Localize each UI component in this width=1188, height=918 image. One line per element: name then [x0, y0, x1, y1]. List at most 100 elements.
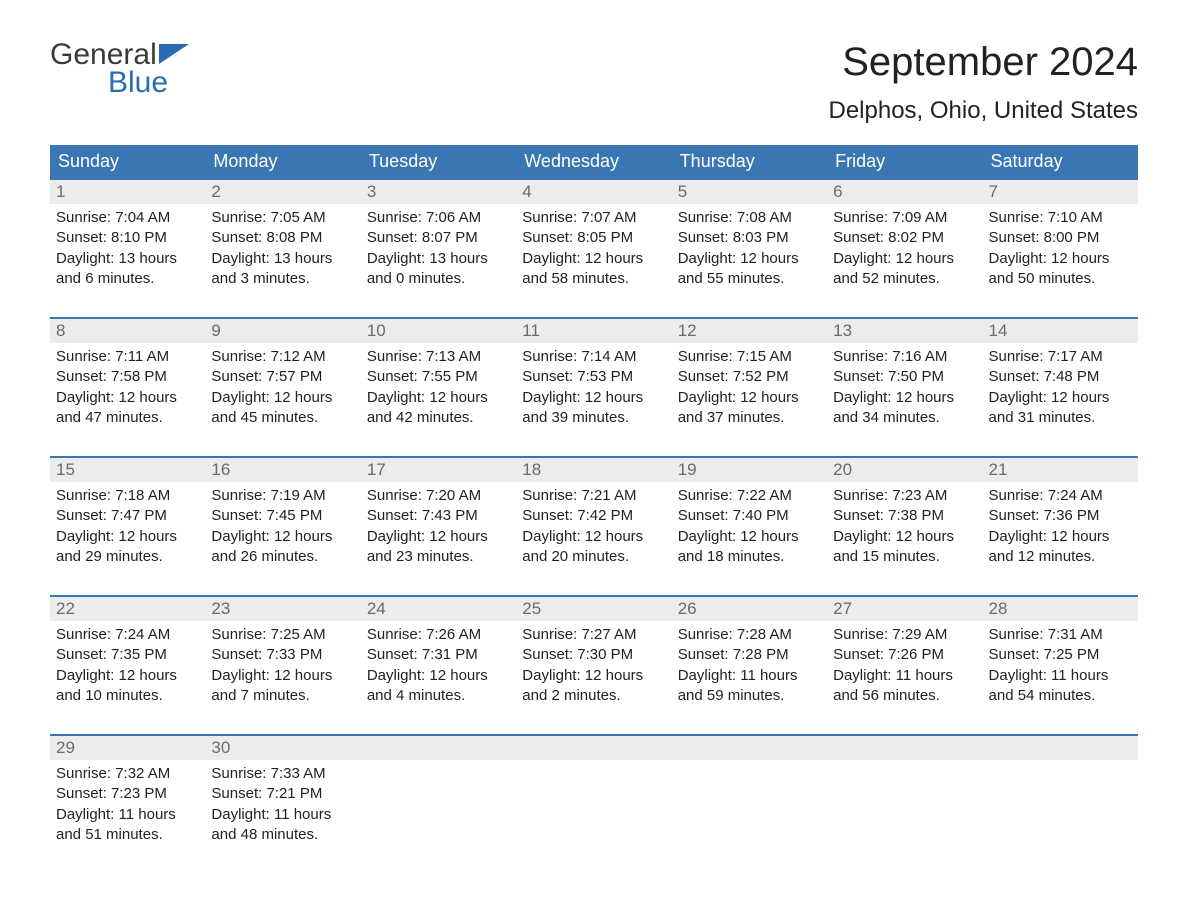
day-cell: Sunrise: 7:04 AMSunset: 8:10 PMDaylight:…: [50, 204, 205, 318]
sunset-line: Sunset: 8:07 PM: [367, 228, 510, 248]
sunrise-line: Sunrise: 7:08 AM: [678, 208, 821, 228]
week-number-row: 891011121314: [50, 318, 1138, 343]
day-header: Friday: [827, 145, 982, 179]
day-number: 8: [50, 318, 205, 343]
day-number: 28: [983, 596, 1138, 621]
sunrise-line: Sunrise: 7:15 AM: [678, 347, 821, 367]
day-cell: [361, 760, 516, 873]
day-number: [672, 735, 827, 760]
day-cell: Sunrise: 7:13 AMSunset: 7:55 PMDaylight:…: [361, 343, 516, 457]
day-cell: [672, 760, 827, 873]
week-content-row: Sunrise: 7:32 AMSunset: 7:23 PMDaylight:…: [50, 760, 1138, 873]
day-number: 16: [205, 457, 360, 482]
sunrise-line: Sunrise: 7:26 AM: [367, 625, 510, 645]
sunset-line: Sunset: 7:47 PM: [56, 506, 199, 526]
sunset-line: Sunset: 7:48 PM: [989, 367, 1132, 387]
sunrise-line: Sunrise: 7:21 AM: [522, 486, 665, 506]
day-cell: Sunrise: 7:25 AMSunset: 7:33 PMDaylight:…: [205, 621, 360, 735]
daylight-line: Daylight: 12 hours and 2 minutes.: [522, 666, 665, 707]
sunrise-line: Sunrise: 7:31 AM: [989, 625, 1132, 645]
day-number: 19: [672, 457, 827, 482]
daylight-line: Daylight: 12 hours and 18 minutes.: [678, 527, 821, 568]
day-number: [827, 735, 982, 760]
daylight-line: Daylight: 13 hours and 6 minutes.: [56, 249, 199, 290]
daylight-line: Daylight: 12 hours and 26 minutes.: [211, 527, 354, 568]
day-content: Sunrise: 7:14 AMSunset: 7:53 PMDaylight:…: [516, 343, 671, 428]
day-header-row: SundayMondayTuesdayWednesdayThursdayFrid…: [50, 145, 1138, 179]
month-title: September 2024: [828, 40, 1138, 85]
day-number: 9: [205, 318, 360, 343]
day-number: [361, 735, 516, 760]
sunrise-line: Sunrise: 7:09 AM: [833, 208, 976, 228]
day-header: Wednesday: [516, 145, 671, 179]
day-content: Sunrise: 7:20 AMSunset: 7:43 PMDaylight:…: [361, 482, 516, 567]
day-number: 21: [983, 457, 1138, 482]
day-header: Monday: [205, 145, 360, 179]
day-content: Sunrise: 7:19 AMSunset: 7:45 PMDaylight:…: [205, 482, 360, 567]
day-number: 11: [516, 318, 671, 343]
day-number: 14: [983, 318, 1138, 343]
day-cell: Sunrise: 7:24 AMSunset: 7:36 PMDaylight:…: [983, 482, 1138, 596]
day-content: Sunrise: 7:15 AMSunset: 7:52 PMDaylight:…: [672, 343, 827, 428]
sunset-line: Sunset: 7:35 PM: [56, 645, 199, 665]
day-content: Sunrise: 7:13 AMSunset: 7:55 PMDaylight:…: [361, 343, 516, 428]
day-number: 18: [516, 457, 671, 482]
week-content-row: Sunrise: 7:11 AMSunset: 7:58 PMDaylight:…: [50, 343, 1138, 457]
logo-word2: Blue: [50, 68, 189, 98]
sunset-line: Sunset: 8:00 PM: [989, 228, 1132, 248]
day-cell: Sunrise: 7:07 AMSunset: 8:05 PMDaylight:…: [516, 204, 671, 318]
day-header: Tuesday: [361, 145, 516, 179]
day-content: Sunrise: 7:24 AMSunset: 7:36 PMDaylight:…: [983, 482, 1138, 567]
day-content: Sunrise: 7:23 AMSunset: 7:38 PMDaylight:…: [827, 482, 982, 567]
sunrise-line: Sunrise: 7:20 AM: [367, 486, 510, 506]
day-cell: Sunrise: 7:33 AMSunset: 7:21 PMDaylight:…: [205, 760, 360, 873]
day-number: 15: [50, 457, 205, 482]
day-content: Sunrise: 7:12 AMSunset: 7:57 PMDaylight:…: [205, 343, 360, 428]
sunrise-line: Sunrise: 7:25 AM: [211, 625, 354, 645]
day-cell: Sunrise: 7:14 AMSunset: 7:53 PMDaylight:…: [516, 343, 671, 457]
day-number: 7: [983, 179, 1138, 204]
day-header: Sunday: [50, 145, 205, 179]
day-cell: Sunrise: 7:05 AMSunset: 8:08 PMDaylight:…: [205, 204, 360, 318]
sunset-line: Sunset: 7:40 PM: [678, 506, 821, 526]
day-content: Sunrise: 7:24 AMSunset: 7:35 PMDaylight:…: [50, 621, 205, 706]
day-header: Thursday: [672, 145, 827, 179]
day-content: Sunrise: 7:04 AMSunset: 8:10 PMDaylight:…: [50, 204, 205, 289]
day-content: Sunrise: 7:29 AMSunset: 7:26 PMDaylight:…: [827, 621, 982, 706]
day-cell: [983, 760, 1138, 873]
sunrise-line: Sunrise: 7:10 AM: [989, 208, 1132, 228]
day-cell: Sunrise: 7:22 AMSunset: 7:40 PMDaylight:…: [672, 482, 827, 596]
day-number: [983, 735, 1138, 760]
day-number: 23: [205, 596, 360, 621]
week-content-row: Sunrise: 7:18 AMSunset: 7:47 PMDaylight:…: [50, 482, 1138, 596]
daylight-line: Daylight: 13 hours and 0 minutes.: [367, 249, 510, 290]
day-content: Sunrise: 7:06 AMSunset: 8:07 PMDaylight:…: [361, 204, 516, 289]
sunset-line: Sunset: 7:53 PM: [522, 367, 665, 387]
title-block: September 2024 Delphos, Ohio, United Sta…: [828, 40, 1138, 125]
day-cell: Sunrise: 7:20 AMSunset: 7:43 PMDaylight:…: [361, 482, 516, 596]
sunset-line: Sunset: 7:21 PM: [211, 784, 354, 804]
sunset-line: Sunset: 7:58 PM: [56, 367, 199, 387]
day-cell: Sunrise: 7:18 AMSunset: 7:47 PMDaylight:…: [50, 482, 205, 596]
sunrise-line: Sunrise: 7:11 AM: [56, 347, 199, 367]
week-number-row: 1234567: [50, 179, 1138, 204]
daylight-line: Daylight: 12 hours and 20 minutes.: [522, 527, 665, 568]
daylight-line: Daylight: 11 hours and 59 minutes.: [678, 666, 821, 707]
day-content: Sunrise: 7:25 AMSunset: 7:33 PMDaylight:…: [205, 621, 360, 706]
sunset-line: Sunset: 7:43 PM: [367, 506, 510, 526]
sunrise-line: Sunrise: 7:19 AM: [211, 486, 354, 506]
day-content: Sunrise: 7:22 AMSunset: 7:40 PMDaylight:…: [672, 482, 827, 567]
day-number: 26: [672, 596, 827, 621]
sunrise-line: Sunrise: 7:24 AM: [56, 625, 199, 645]
day-content: Sunrise: 7:11 AMSunset: 7:58 PMDaylight:…: [50, 343, 205, 428]
sunset-line: Sunset: 8:10 PM: [56, 228, 199, 248]
week-number-row: 22232425262728: [50, 596, 1138, 621]
day-content: Sunrise: 7:31 AMSunset: 7:25 PMDaylight:…: [983, 621, 1138, 706]
day-cell: [827, 760, 982, 873]
day-number: 29: [50, 735, 205, 760]
day-cell: Sunrise: 7:19 AMSunset: 7:45 PMDaylight:…: [205, 482, 360, 596]
sunset-line: Sunset: 7:57 PM: [211, 367, 354, 387]
sunset-line: Sunset: 7:30 PM: [522, 645, 665, 665]
day-number: 4: [516, 179, 671, 204]
sunrise-line: Sunrise: 7:24 AM: [989, 486, 1132, 506]
